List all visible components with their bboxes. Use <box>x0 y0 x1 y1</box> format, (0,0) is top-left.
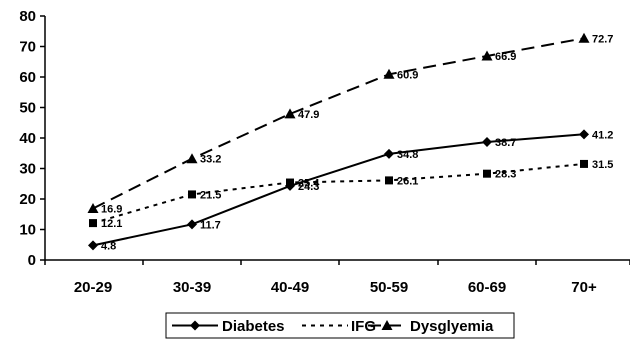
series-line-dysglyemia <box>92 37 585 210</box>
x-tick-label: 40-49 <box>271 279 309 296</box>
data-label: 16.9 <box>101 203 122 215</box>
y-tick-label: 60 <box>19 69 36 86</box>
data-point <box>578 32 590 43</box>
legend-label-dysglyemia: Dysglyemia <box>410 318 494 335</box>
data-label: 66.9 <box>495 51 516 63</box>
data-label: 26.1 <box>397 175 418 187</box>
y-tick-label: 70 <box>19 39 36 56</box>
data-point <box>579 129 589 140</box>
series-line-diabetes <box>92 133 585 247</box>
data-point <box>385 176 393 185</box>
series-lines <box>92 37 585 247</box>
y-tick-label: 20 <box>19 191 36 208</box>
y-tick-label: 40 <box>19 130 36 147</box>
data-label: 31.5 <box>592 159 613 171</box>
data-label: 33.2 <box>200 154 221 166</box>
data-label: 12.1 <box>101 218 122 230</box>
data-point <box>89 219 97 228</box>
x-tick-label: 30-39 <box>173 279 211 296</box>
y-ticks: 0 10 20 30 40 50 60 70 80 <box>19 8 45 269</box>
data-point <box>483 169 491 178</box>
data-labels: 4.8 11.7 24.3 34.8 38.7 41.2 12.1 21.5 25.4 26.1 2… <box>101 33 613 252</box>
data-point <box>580 159 588 168</box>
data-point <box>284 108 296 119</box>
data-label: 25.4 <box>298 178 320 190</box>
data-label: 60.9 <box>397 69 418 81</box>
x-ticks: 20-29 30-39 40-49 50-59 60-69 70+ <box>44 260 630 296</box>
data-point <box>384 148 394 159</box>
legend-label-ifg: IFG <box>351 318 376 335</box>
data-label: 41.2 <box>592 129 613 141</box>
legend-marker-diabetes <box>190 320 200 331</box>
data-point <box>482 136 492 147</box>
legend-label-diabetes: Diabetes <box>222 318 285 335</box>
data-label: 28.3 <box>495 169 516 181</box>
y-tick-label: 80 <box>19 8 36 25</box>
legend-marker-dysglyemia <box>381 320 393 330</box>
series-line-ifg <box>92 162 585 225</box>
x-tick-label: 50-59 <box>370 279 408 296</box>
data-label: 38.7 <box>495 137 516 149</box>
data-label: 72.7 <box>592 33 613 45</box>
legend: Diabetes IFG Dysglyemia <box>165 312 515 339</box>
y-tick-label: 50 <box>19 100 36 117</box>
data-label: 4.8 <box>101 240 116 252</box>
data-point <box>188 190 196 199</box>
data-point <box>187 219 197 230</box>
y-tick-label: 0 <box>28 252 36 269</box>
x-tick-label: 60-69 <box>468 279 506 296</box>
series-markers <box>87 32 590 251</box>
data-label: 21.5 <box>200 189 221 201</box>
y-tick-label: 30 <box>19 161 36 178</box>
x-tick-label: 20-29 <box>74 279 112 296</box>
data-point <box>186 153 198 164</box>
x-tick-label: 70+ <box>571 279 597 296</box>
data-point <box>383 68 395 79</box>
data-label: 47.9 <box>298 109 319 121</box>
data-label: 34.8 <box>397 149 418 161</box>
data-point <box>88 240 98 251</box>
data-label: 24.3 <box>298 181 319 193</box>
data-point <box>87 202 99 213</box>
data-label: 11.7 <box>200 219 221 231</box>
data-point <box>481 50 493 61</box>
data-point <box>286 178 294 187</box>
y-tick-label: 10 <box>19 222 36 239</box>
